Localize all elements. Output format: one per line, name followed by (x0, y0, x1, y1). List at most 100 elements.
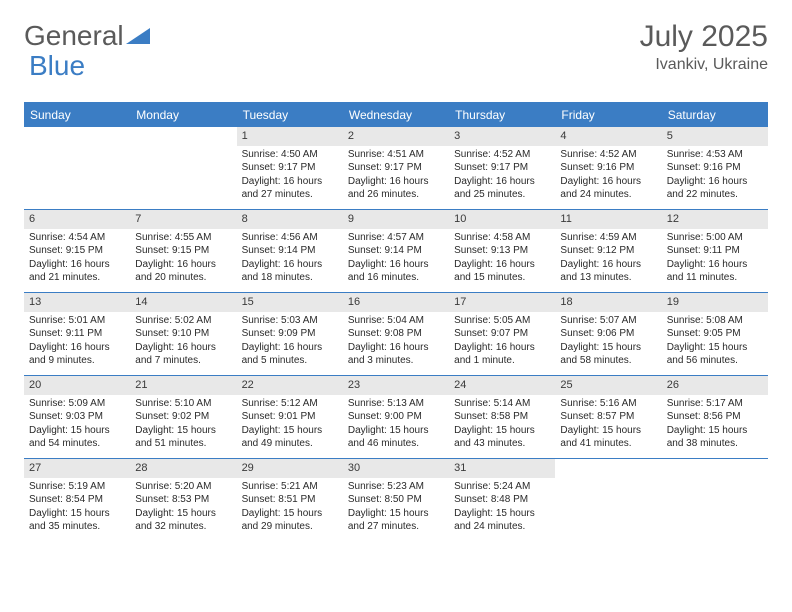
sunrise-text: Sunrise: 5:10 AM (135, 397, 231, 411)
month-title: July 2025 (640, 20, 768, 54)
calendar-day-cell: 27Sunrise: 5:19 AMSunset: 8:54 PMDayligh… (24, 459, 130, 541)
location-label: Ivankiv, Ukraine (640, 56, 768, 74)
sunrise-text: Sunrise: 5:21 AM (242, 480, 338, 494)
sunrise-text: Sunrise: 5:01 AM (29, 314, 125, 328)
sunrise-text: Sunrise: 5:09 AM (29, 397, 125, 411)
sunset-text: Sunset: 9:05 PM (667, 327, 763, 341)
logo-word-blue: Blue (29, 50, 85, 81)
calendar-day-cell (130, 127, 236, 209)
day-number: 6 (24, 210, 130, 229)
day-body: Sunrise: 4:52 AMSunset: 9:17 PMDaylight:… (449, 146, 555, 206)
brand-logo: General (24, 20, 154, 52)
day-body (130, 131, 236, 137)
day-number: 14 (130, 293, 236, 312)
day-number: 16 (343, 293, 449, 312)
calendar-day-cell: 29Sunrise: 5:21 AMSunset: 8:51 PMDayligh… (237, 459, 343, 541)
sunrise-text: Sunrise: 5:20 AM (135, 480, 231, 494)
sunrise-text: Sunrise: 5:17 AM (667, 397, 763, 411)
sunset-text: Sunset: 9:03 PM (29, 410, 125, 424)
day-body: Sunrise: 5:23 AMSunset: 8:50 PMDaylight:… (343, 478, 449, 538)
sunrise-text: Sunrise: 4:50 AM (242, 148, 338, 162)
calendar-week: 13Sunrise: 5:01 AMSunset: 9:11 PMDayligh… (24, 292, 768, 375)
day-number: 13 (24, 293, 130, 312)
day-body: Sunrise: 5:01 AMSunset: 9:11 PMDaylight:… (24, 312, 130, 372)
daylight-text: Daylight: 15 hours and 51 minutes. (135, 424, 231, 451)
calendar-day-cell: 22Sunrise: 5:12 AMSunset: 9:01 PMDayligh… (237, 376, 343, 458)
daylight-text: Daylight: 15 hours and 27 minutes. (348, 507, 444, 534)
sunrise-text: Sunrise: 5:08 AM (667, 314, 763, 328)
daylight-text: Daylight: 16 hours and 7 minutes. (135, 341, 231, 368)
day-body: Sunrise: 5:24 AMSunset: 8:48 PMDaylight:… (449, 478, 555, 538)
weeks-container: 1Sunrise: 4:50 AMSunset: 9:17 PMDaylight… (24, 126, 768, 541)
sunrise-text: Sunrise: 5:16 AM (560, 397, 656, 411)
sunset-text: Sunset: 9:01 PM (242, 410, 338, 424)
dayname-saturday: Saturday (662, 104, 768, 126)
day-number: 17 (449, 293, 555, 312)
calendar-day-cell: 18Sunrise: 5:07 AMSunset: 9:06 PMDayligh… (555, 293, 661, 375)
day-body: Sunrise: 4:53 AMSunset: 9:16 PMDaylight:… (662, 146, 768, 206)
calendar-day-cell: 16Sunrise: 5:04 AMSunset: 9:08 PMDayligh… (343, 293, 449, 375)
calendar-day-cell (24, 127, 130, 209)
sunrise-text: Sunrise: 4:59 AM (560, 231, 656, 245)
dayname-monday: Monday (130, 104, 236, 126)
calendar-day-cell: 13Sunrise: 5:01 AMSunset: 9:11 PMDayligh… (24, 293, 130, 375)
sunrise-text: Sunrise: 4:52 AM (454, 148, 550, 162)
calendar-day-cell: 28Sunrise: 5:20 AMSunset: 8:53 PMDayligh… (130, 459, 236, 541)
day-body: Sunrise: 5:16 AMSunset: 8:57 PMDaylight:… (555, 395, 661, 455)
day-body: Sunrise: 5:02 AMSunset: 9:10 PMDaylight:… (130, 312, 236, 372)
calendar-day-cell: 8Sunrise: 4:56 AMSunset: 9:14 PMDaylight… (237, 210, 343, 292)
sunrise-text: Sunrise: 5:02 AM (135, 314, 231, 328)
dayname-wednesday: Wednesday (343, 104, 449, 126)
daylight-text: Daylight: 15 hours and 38 minutes. (667, 424, 763, 451)
day-number: 10 (449, 210, 555, 229)
day-number: 1 (237, 127, 343, 146)
day-number: 25 (555, 376, 661, 395)
calendar-day-cell: 9Sunrise: 4:57 AMSunset: 9:14 PMDaylight… (343, 210, 449, 292)
day-number: 19 (662, 293, 768, 312)
sunrise-text: Sunrise: 5:24 AM (454, 480, 550, 494)
day-number: 21 (130, 376, 236, 395)
dayname-sunday: Sunday (24, 104, 130, 126)
sunset-text: Sunset: 9:14 PM (242, 244, 338, 258)
calendar-day-cell: 3Sunrise: 4:52 AMSunset: 9:17 PMDaylight… (449, 127, 555, 209)
sunset-text: Sunset: 8:56 PM (667, 410, 763, 424)
daylight-text: Daylight: 15 hours and 41 minutes. (560, 424, 656, 451)
sunrise-text: Sunrise: 4:51 AM (348, 148, 444, 162)
daylight-text: Daylight: 15 hours and 46 minutes. (348, 424, 444, 451)
sunrise-text: Sunrise: 4:58 AM (454, 231, 550, 245)
day-body: Sunrise: 4:59 AMSunset: 9:12 PMDaylight:… (555, 229, 661, 289)
calendar-day-cell: 30Sunrise: 5:23 AMSunset: 8:50 PMDayligh… (343, 459, 449, 541)
calendar-day-cell (555, 459, 661, 541)
sunset-text: Sunset: 9:17 PM (242, 161, 338, 175)
dayname-friday: Friday (555, 104, 661, 126)
sunset-text: Sunset: 9:16 PM (560, 161, 656, 175)
day-number: 15 (237, 293, 343, 312)
day-body: Sunrise: 5:03 AMSunset: 9:09 PMDaylight:… (237, 312, 343, 372)
day-number: 3 (449, 127, 555, 146)
daylight-text: Daylight: 16 hours and 24 minutes. (560, 175, 656, 202)
day-number: 22 (237, 376, 343, 395)
sunrise-text: Sunrise: 5:00 AM (667, 231, 763, 245)
sunset-text: Sunset: 9:17 PM (348, 161, 444, 175)
day-body: Sunrise: 5:07 AMSunset: 9:06 PMDaylight:… (555, 312, 661, 372)
day-body: Sunrise: 5:21 AMSunset: 8:51 PMDaylight:… (237, 478, 343, 538)
daylight-text: Daylight: 16 hours and 18 minutes. (242, 258, 338, 285)
calendar-day-cell: 17Sunrise: 5:05 AMSunset: 9:07 PMDayligh… (449, 293, 555, 375)
day-body: Sunrise: 4:55 AMSunset: 9:15 PMDaylight:… (130, 229, 236, 289)
day-body: Sunrise: 4:56 AMSunset: 9:14 PMDaylight:… (237, 229, 343, 289)
calendar-day-cell: 19Sunrise: 5:08 AMSunset: 9:05 PMDayligh… (662, 293, 768, 375)
sunset-text: Sunset: 9:11 PM (29, 327, 125, 341)
sunrise-text: Sunrise: 4:57 AM (348, 231, 444, 245)
calendar-day-cell: 1Sunrise: 4:50 AMSunset: 9:17 PMDaylight… (237, 127, 343, 209)
calendar-day-cell (662, 459, 768, 541)
sunset-text: Sunset: 8:51 PM (242, 493, 338, 507)
day-number: 8 (237, 210, 343, 229)
daylight-text: Daylight: 15 hours and 24 minutes. (454, 507, 550, 534)
calendar-day-cell: 10Sunrise: 4:58 AMSunset: 9:13 PMDayligh… (449, 210, 555, 292)
sunset-text: Sunset: 9:06 PM (560, 327, 656, 341)
calendar-day-cell: 21Sunrise: 5:10 AMSunset: 9:02 PMDayligh… (130, 376, 236, 458)
daylight-text: Daylight: 15 hours and 49 minutes. (242, 424, 338, 451)
day-body: Sunrise: 5:05 AMSunset: 9:07 PMDaylight:… (449, 312, 555, 372)
sunset-text: Sunset: 9:00 PM (348, 410, 444, 424)
daylight-text: Daylight: 15 hours and 58 minutes. (560, 341, 656, 368)
